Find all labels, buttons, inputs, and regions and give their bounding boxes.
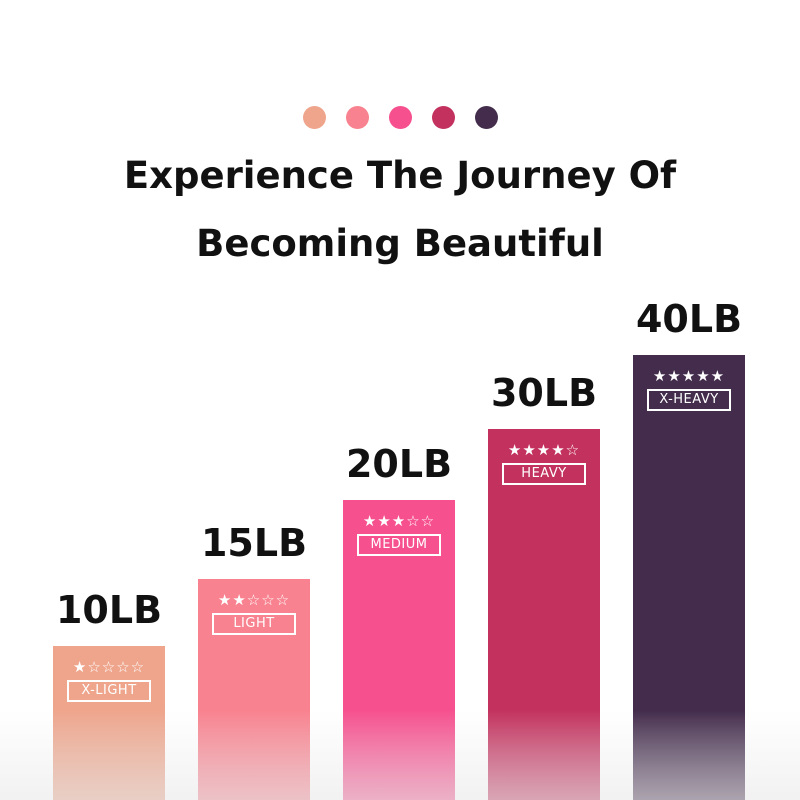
weight-label: 40LB <box>635 297 743 341</box>
star-rating-icon: ★☆☆☆☆ <box>72 658 146 676</box>
level-badge: X-HEAVY <box>647 389 731 411</box>
star-rating-icon: ★★★★☆ <box>507 441 581 459</box>
band-bar: ★★★☆☆ MEDIUM <box>343 500 455 800</box>
color-dot <box>302 106 326 129</box>
weight-label: 15LB <box>200 521 308 565</box>
color-dot <box>431 106 455 129</box>
headline-line-2: Becoming Beautiful <box>196 222 604 265</box>
weight-label: 10LB <box>55 588 163 632</box>
weight-label: 20LB <box>345 442 453 486</box>
band-bar: ★★★★★ X-HEAVY <box>633 355 745 800</box>
color-dot <box>345 106 369 129</box>
level-badge: HEAVY <box>502 463 586 485</box>
bar-fade <box>488 710 600 800</box>
band-bar: ★★☆☆☆ LIGHT <box>198 579 310 800</box>
level-badge: X-LIGHT <box>67 680 151 702</box>
bar-fade <box>53 710 165 800</box>
bar-fade <box>633 710 745 800</box>
weight-label: 30LB <box>490 371 598 415</box>
color-dots <box>0 106 800 129</box>
bar-fade <box>343 710 455 800</box>
band-bar: ★☆☆☆☆ X-LIGHT <box>53 646 165 800</box>
star-rating-icon: ★★★★★ <box>652 367 726 385</box>
band-bar: ★★★★☆ HEAVY <box>488 429 600 800</box>
color-dot <box>388 106 412 129</box>
level-badge: MEDIUM <box>357 534 441 556</box>
bar-fade <box>198 710 310 800</box>
headline-line-1: Experience The Journey Of <box>123 154 677 197</box>
color-dot <box>474 106 498 129</box>
star-rating-icon: ★★☆☆☆ <box>217 591 291 609</box>
level-badge: LIGHT <box>212 613 296 635</box>
star-rating-icon: ★★★☆☆ <box>362 512 436 530</box>
